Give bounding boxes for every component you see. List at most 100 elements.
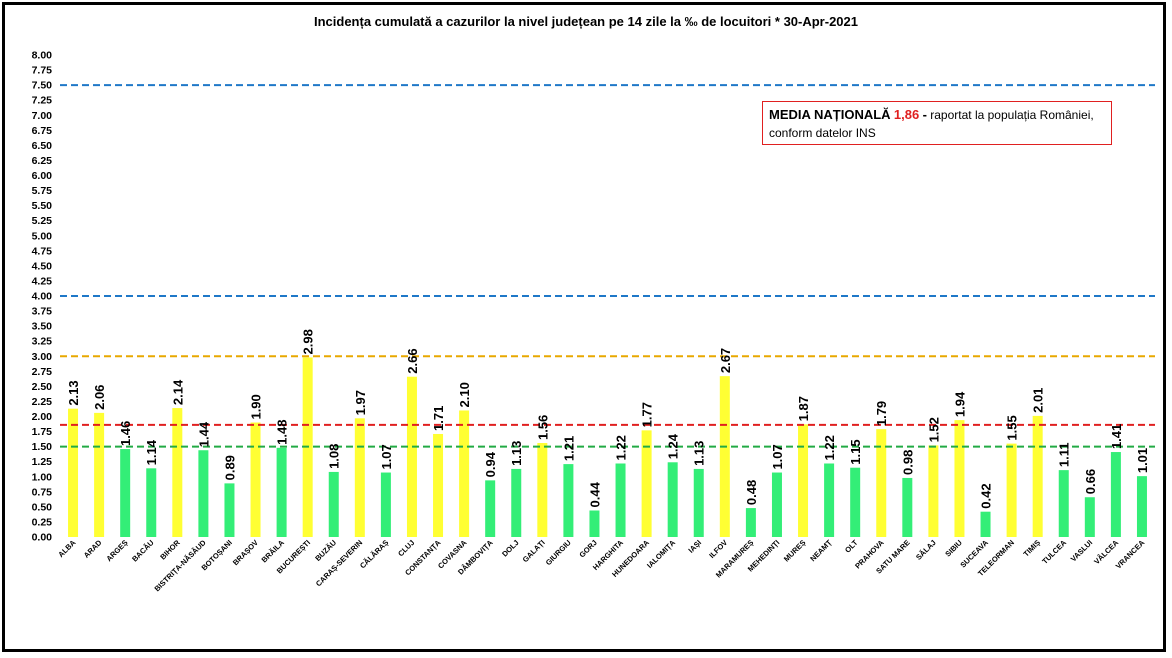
x-tick-label: DOLJ bbox=[500, 538, 521, 559]
bar bbox=[328, 471, 339, 537]
bar bbox=[798, 424, 809, 537]
bar bbox=[1110, 452, 1121, 537]
y-tick-label: 2.00 bbox=[32, 411, 53, 423]
bar bbox=[1058, 470, 1069, 537]
y-tick-label: 3.25 bbox=[32, 336, 53, 348]
x-tick-label: BUZĂU bbox=[313, 538, 338, 563]
bar bbox=[1136, 476, 1147, 537]
x-tick-label: VASLUI bbox=[1069, 538, 1094, 563]
bar bbox=[615, 463, 626, 537]
data-label: 1.48 bbox=[275, 420, 290, 445]
data-label: 1.87 bbox=[796, 396, 811, 421]
bar bbox=[771, 472, 782, 537]
bar bbox=[511, 468, 522, 537]
y-tick-label: 1.75 bbox=[32, 426, 53, 438]
bar bbox=[850, 467, 861, 537]
data-label: 1.90 bbox=[249, 394, 264, 419]
x-tick-label: IAȘI bbox=[686, 538, 703, 555]
x-tick-label: VRANCEA bbox=[1114, 538, 1147, 571]
data-label: 0.44 bbox=[587, 481, 602, 507]
y-tick-label: 7.00 bbox=[32, 110, 53, 122]
x-tick-label: NEAMȚ bbox=[808, 538, 834, 564]
y-tick-label: 7.50 bbox=[32, 80, 53, 92]
bar bbox=[198, 450, 209, 537]
data-label: 1.13 bbox=[692, 441, 707, 466]
y-tick-label: 0.25 bbox=[32, 516, 53, 528]
y-tick-label: 5.25 bbox=[32, 215, 53, 227]
data-label: 2.98 bbox=[301, 329, 316, 354]
bar bbox=[954, 420, 965, 537]
x-tick-label: BIHOR bbox=[158, 538, 182, 562]
bar bbox=[537, 443, 548, 537]
note-value: 1,86 bbox=[893, 107, 920, 122]
x-tick-label: MUREȘ bbox=[782, 538, 808, 564]
data-label: 2.66 bbox=[405, 348, 420, 373]
data-label: 1.21 bbox=[561, 436, 576, 461]
national-average-note: MEDIA NAȚIONALĂ 1,86 - raportat la popul… bbox=[762, 101, 1112, 145]
x-tick-label: GIURGIU bbox=[544, 538, 573, 567]
note-label: MEDIA NAȚIONALĂ bbox=[769, 107, 891, 122]
y-tick-label: 3.75 bbox=[32, 306, 53, 318]
y-tick-label: 1.25 bbox=[32, 456, 53, 468]
chart-title: Incidența cumulată a cazurilor la nivel … bbox=[313, 14, 858, 29]
data-label: 1.14 bbox=[144, 439, 159, 465]
x-tick-label: GORJ bbox=[577, 538, 598, 559]
bar bbox=[68, 408, 79, 537]
y-tick-label: 5.75 bbox=[32, 185, 53, 197]
bar bbox=[250, 422, 261, 537]
y-tick-label: 3.50 bbox=[32, 321, 53, 333]
bar bbox=[824, 463, 835, 537]
y-tick-label: 4.25 bbox=[32, 275, 53, 287]
y-tick-label: 6.25 bbox=[32, 155, 53, 167]
bar bbox=[980, 511, 991, 537]
y-tick-label: 6.00 bbox=[32, 170, 53, 182]
x-tick-label: ARAD bbox=[82, 538, 104, 560]
data-label: 1.44 bbox=[196, 421, 211, 447]
bar bbox=[406, 376, 417, 537]
x-tick-label: ILFOV bbox=[707, 538, 729, 560]
data-label: 1.77 bbox=[640, 402, 655, 427]
data-label: 0.94 bbox=[483, 451, 498, 477]
y-tick-label: 4.75 bbox=[32, 245, 53, 257]
bar bbox=[563, 464, 574, 537]
x-tick-label: SĂLAJ bbox=[914, 538, 938, 562]
y-tick-label: 7.75 bbox=[32, 65, 53, 77]
y-tick-label: 2.50 bbox=[32, 381, 53, 393]
data-label: 1.71 bbox=[431, 406, 446, 431]
bar bbox=[172, 408, 183, 537]
y-tick-label: 0.00 bbox=[32, 532, 53, 544]
data-label: 0.42 bbox=[979, 483, 994, 508]
x-tick-label: BRAȘOV bbox=[231, 538, 260, 567]
x-tick-label: CLUJ bbox=[396, 538, 416, 558]
data-label: 2.10 bbox=[457, 382, 472, 407]
x-tick-label: ARGEȘ bbox=[104, 538, 129, 563]
y-tick-label: 1.00 bbox=[32, 471, 53, 483]
x-tick-label: ALBA bbox=[56, 538, 78, 560]
bar bbox=[354, 418, 365, 537]
bar bbox=[1032, 415, 1043, 537]
bar bbox=[745, 508, 756, 537]
data-label: 1.46 bbox=[118, 421, 133, 446]
data-label: 2.67 bbox=[718, 348, 733, 373]
x-tick-label: IALOMIȚA bbox=[645, 538, 677, 570]
y-tick-label: 5.00 bbox=[32, 230, 53, 242]
bar bbox=[902, 477, 913, 537]
data-label: 1.08 bbox=[327, 444, 342, 469]
data-label: 1.22 bbox=[614, 435, 629, 460]
y-tick-label: 7.25 bbox=[32, 95, 53, 107]
data-label: 2.06 bbox=[92, 385, 107, 410]
y-tick-label: 1.50 bbox=[32, 441, 53, 453]
y-tick-label: 6.75 bbox=[32, 125, 53, 137]
y-tick-label: 6.50 bbox=[32, 140, 53, 152]
x-tick-label: CĂLĂRAȘ bbox=[358, 538, 390, 570]
x-tick-label: TULCEA bbox=[1040, 538, 1068, 566]
y-tick-label: 2.75 bbox=[32, 366, 53, 378]
data-label: 1.41 bbox=[1109, 424, 1124, 449]
data-label: 0.98 bbox=[900, 450, 915, 475]
y-tick-label: 0.75 bbox=[32, 486, 53, 498]
data-label: 2.13 bbox=[66, 380, 81, 405]
x-tick-label: OLT bbox=[843, 538, 860, 555]
y-tick-label: 0.50 bbox=[32, 501, 53, 513]
data-label: 1.56 bbox=[535, 415, 550, 440]
